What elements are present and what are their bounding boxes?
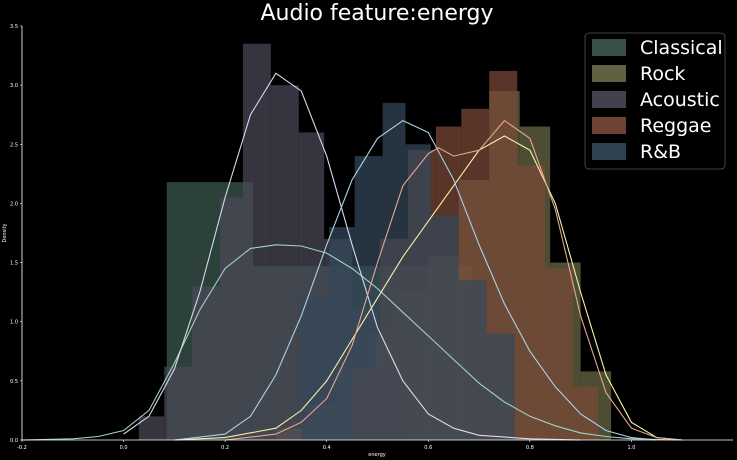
- bar-r-b-1: [329, 227, 355, 440]
- y-tick-label: 0.0: [10, 438, 18, 444]
- y-tick-label: 0.5: [10, 379, 18, 385]
- legend-label-r-b: R&B: [640, 141, 681, 163]
- kde-line-classical: [21, 244, 683, 441]
- bar-r-b-4: [405, 144, 431, 441]
- legend-swatch-rock: [592, 65, 626, 82]
- kde-line-reggae: [225, 119, 683, 441]
- bar-r-b-7: [486, 333, 515, 440]
- legend-swatch-acoustic: [592, 91, 626, 108]
- x-tick-label: 0.0: [120, 445, 128, 451]
- axes: [21, 26, 733, 441]
- bar-acoustic-5: [270, 85, 299, 441]
- y-tick-label: 3.0: [10, 83, 18, 89]
- legend-label-acoustic: Acoustic: [640, 89, 720, 111]
- legend-label-rock: Rock: [640, 63, 685, 85]
- x-tick-label: 0.4: [323, 445, 331, 451]
- x-tick-label: 1.0: [627, 445, 635, 451]
- y-tick-label: 2.0: [10, 201, 18, 207]
- tick-labels: -0.2 0.0 0.2 0.4 0.6 0.8 1.00.00.51.01.52.02.5…: [10, 24, 635, 451]
- bar-r-b-0: [301, 298, 330, 440]
- legend-swatch-r-b: [592, 143, 626, 160]
- kde-line-r-b: [174, 119, 657, 441]
- x-axis-label: energy: [368, 452, 385, 458]
- bar-reggae-8: [573, 386, 599, 440]
- legend-swatch-reggae: [592, 117, 626, 134]
- bar-r-b-6: [458, 280, 487, 440]
- kde-line-acoustic: [123, 72, 581, 441]
- bar-acoustic-2: [192, 286, 221, 440]
- bar-acoustic-4: [242, 43, 271, 440]
- legend-label-classical: Classical: [640, 37, 723, 59]
- chart-title: Audio feature:energy: [260, 1, 493, 26]
- kde-curves: [21, 72, 683, 441]
- legend: Classical Rock Acoustic Reggae R&B: [584, 32, 726, 170]
- bar-acoustic-0: [138, 416, 165, 440]
- bar-r-b-5: [430, 215, 459, 440]
- y-tick-label: 3.5: [10, 24, 18, 30]
- kde-line-rock: [174, 135, 683, 441]
- histogram-bars: [138, 43, 612, 441]
- x-tick-label: -0.2: [17, 445, 27, 451]
- x-tick-label: 0.8: [526, 445, 534, 451]
- x-tick-label: 0.2: [221, 445, 229, 451]
- bar-reggae-7: [545, 268, 574, 440]
- y-axis-label: Density: [2, 223, 8, 242]
- legend-label-reggae: Reggae: [640, 115, 712, 137]
- y-tick-label: 2.5: [10, 142, 18, 148]
- y-tick-label: 1.5: [10, 261, 18, 267]
- bar-reggae-6: [517, 165, 546, 440]
- bar-acoustic-3: [220, 197, 243, 440]
- y-tick-label: 1.0: [10, 320, 18, 326]
- x-tick-label: 0.6: [424, 445, 432, 451]
- legend-swatch-classical: [592, 39, 626, 56]
- bar-acoustic-1: [164, 366, 193, 440]
